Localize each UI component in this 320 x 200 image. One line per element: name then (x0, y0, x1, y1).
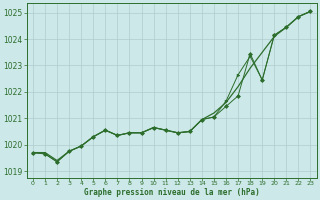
X-axis label: Graphe pression niveau de la mer (hPa): Graphe pression niveau de la mer (hPa) (84, 188, 260, 197)
